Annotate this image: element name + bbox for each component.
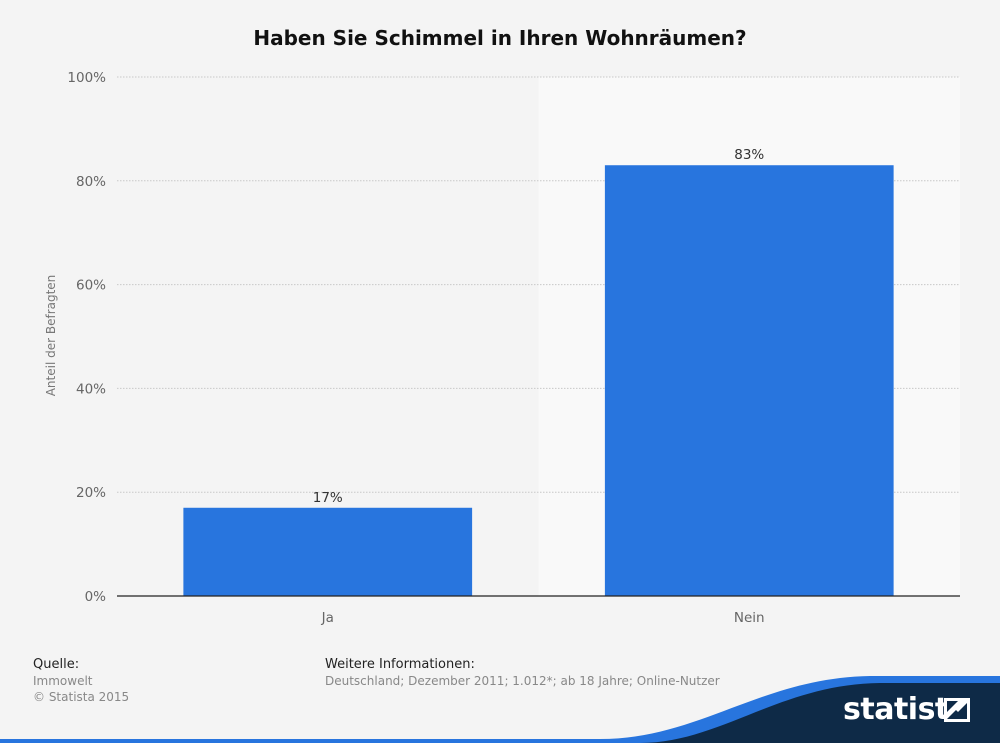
y-axis-title: Anteil der Befragten — [44, 275, 58, 397]
statista-logo-icon — [944, 698, 970, 722]
bar-nein[interactable] — [604, 165, 894, 597]
y-tick-label: 80% — [76, 174, 106, 190]
source-block: Quelle: Immowelt © Statista 2015 — [33, 657, 129, 705]
x-tick-label-ja: Ja — [321, 610, 334, 626]
source-name[interactable]: Immowelt — [33, 674, 93, 688]
y-tick-label: 60% — [76, 278, 106, 294]
y-tick-label: 0% — [85, 589, 107, 605]
data-label-nein: 83% — [734, 147, 764, 163]
copyright: © Statista 2015 — [33, 690, 130, 704]
y-tick-label: 20% — [76, 485, 106, 501]
info-heading: Weitere Informationen: — [325, 657, 475, 672]
data-labels: 17% 83% — [313, 147, 765, 506]
y-tick-label: 40% — [76, 381, 106, 397]
info-block: Weitere Informationen: Deutschland; Deze… — [325, 657, 720, 689]
bar-chart: 0%20%40%60%80%100% Anteil der Befragten … — [44, 70, 960, 626]
bar-ja[interactable] — [183, 507, 473, 596]
x-tick-label-nein: Nein — [734, 610, 765, 626]
bars — [183, 165, 894, 597]
chart-title: Haben Sie Schimmel in Ihren Wohnräumen? — [253, 26, 747, 50]
info-text: Deutschland; Dezember 2011; 1.012*; ab 1… — [325, 674, 720, 688]
y-tick-label: 100% — [67, 70, 106, 86]
source-heading: Quelle: — [33, 657, 80, 672]
x-axis-labels: Ja Nein — [321, 610, 765, 626]
y-axis-ticks: 0% 20% 40% 60% 80% 100% — [67, 70, 106, 605]
data-label-ja: 17% — [313, 490, 343, 506]
